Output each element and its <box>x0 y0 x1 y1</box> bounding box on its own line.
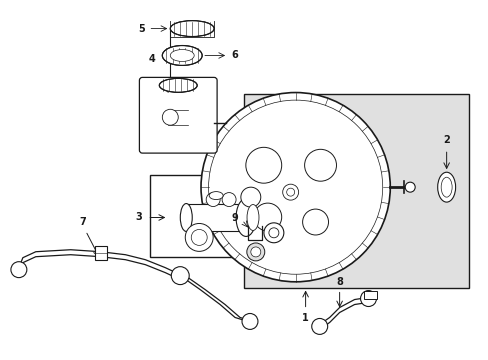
Bar <box>94 246 106 260</box>
Bar <box>244 94 468 288</box>
Text: 1: 1 <box>302 314 308 324</box>
Bar <box>363 291 377 298</box>
Text: 4: 4 <box>149 54 155 64</box>
Circle shape <box>201 93 389 282</box>
Circle shape <box>162 109 178 125</box>
Ellipse shape <box>440 177 451 197</box>
Ellipse shape <box>180 203 192 231</box>
Ellipse shape <box>209 192 223 199</box>
Text: 6: 6 <box>230 50 237 60</box>
Circle shape <box>241 187 260 207</box>
Circle shape <box>304 149 336 181</box>
FancyBboxPatch shape <box>139 77 217 153</box>
Ellipse shape <box>170 50 194 62</box>
Ellipse shape <box>246 204 259 230</box>
Circle shape <box>264 223 283 243</box>
Circle shape <box>206 193 220 207</box>
Text: 3: 3 <box>135 212 142 222</box>
Ellipse shape <box>162 45 202 66</box>
Circle shape <box>185 224 213 251</box>
Circle shape <box>191 229 207 246</box>
Circle shape <box>245 147 281 183</box>
Circle shape <box>268 228 278 238</box>
Circle shape <box>311 319 327 334</box>
Ellipse shape <box>236 199 256 237</box>
Bar <box>186 203 241 231</box>
Circle shape <box>405 182 414 192</box>
Text: 5: 5 <box>139 24 145 33</box>
Circle shape <box>282 184 298 200</box>
Circle shape <box>222 193 236 207</box>
Circle shape <box>246 243 264 261</box>
Text: 8: 8 <box>336 276 343 287</box>
Circle shape <box>242 314 258 329</box>
Text: 9: 9 <box>231 213 238 223</box>
Ellipse shape <box>159 78 197 92</box>
Circle shape <box>360 291 376 306</box>
Circle shape <box>286 188 294 196</box>
Ellipse shape <box>437 172 455 202</box>
Circle shape <box>253 203 281 231</box>
Circle shape <box>11 262 27 278</box>
Circle shape <box>250 247 260 257</box>
Bar <box>150 175 297 257</box>
Text: 7: 7 <box>79 217 86 227</box>
Circle shape <box>302 209 328 235</box>
Ellipse shape <box>170 21 214 37</box>
Text: 2: 2 <box>442 135 449 145</box>
Circle shape <box>171 267 189 285</box>
